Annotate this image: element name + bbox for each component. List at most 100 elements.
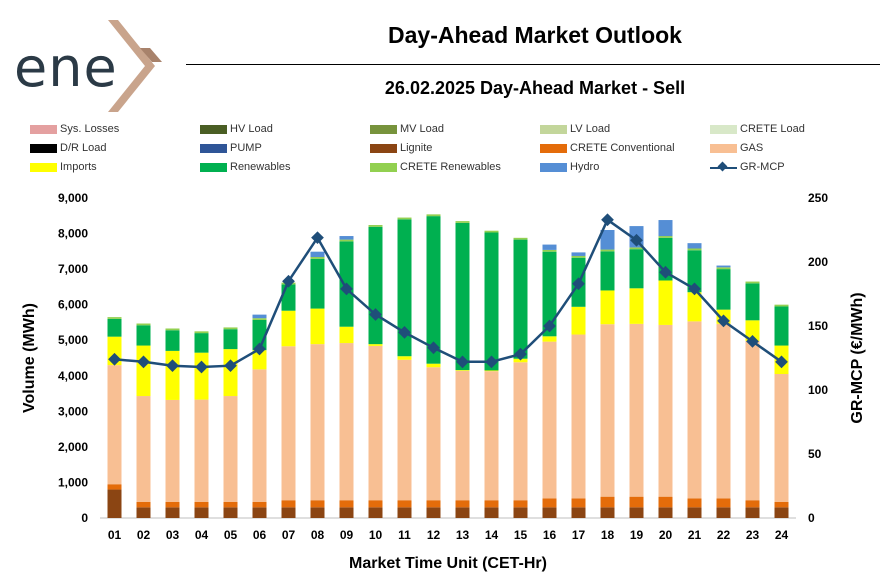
x-tick-label: 10 — [369, 528, 383, 542]
bar-segment — [223, 507, 238, 518]
bar-segment — [136, 323, 151, 326]
bar-segment — [165, 328, 180, 331]
x-tick-label: 13 — [456, 528, 470, 542]
x-tick-label: 22 — [717, 528, 731, 542]
bar-segment — [774, 502, 789, 508]
x-tick-label: 18 — [601, 528, 615, 542]
bar-segment — [310, 344, 325, 501]
bar-segment — [368, 500, 383, 508]
bar-segment — [194, 507, 209, 518]
mcp-point — [456, 355, 469, 369]
legend-label: Renewables — [230, 161, 291, 173]
legend-swatch — [710, 125, 737, 134]
y-tick-label: 8,000 — [58, 227, 88, 241]
page-subtitle: 26.02.2025 Day-Ahead Market - Sell — [384, 78, 686, 98]
bar-segment — [455, 222, 470, 371]
bar-segment — [571, 498, 586, 508]
logo-wordmark: ene — [14, 36, 118, 99]
legend-swatch — [540, 125, 567, 134]
bar-segment — [484, 500, 499, 508]
bar-segment — [513, 500, 528, 508]
bar-segment — [165, 330, 180, 351]
bar-segment — [716, 498, 731, 508]
header-divider — [186, 64, 880, 65]
bar-segment — [774, 507, 789, 518]
chart-legend: Sys. Losses HV Load MV Load LV Load CRETE Lo… — [30, 122, 880, 178]
legend-swatch — [370, 125, 397, 134]
legend-label: MV Load — [400, 123, 445, 135]
bar-segment — [774, 306, 789, 346]
x-tick-label: 20 — [659, 528, 673, 542]
bar-segment — [223, 396, 238, 502]
mcp-point — [369, 308, 382, 321]
bar-segment — [252, 502, 267, 508]
legend-swatch — [370, 144, 397, 153]
bar-segment — [687, 248, 702, 251]
legend-label: D/R Load — [60, 142, 107, 154]
bar-segment — [687, 507, 702, 518]
x-tick-label: 09 — [340, 528, 354, 542]
x-tick-label: 19 — [630, 528, 644, 542]
bar-segment — [571, 334, 586, 499]
legend-swatch — [710, 144, 737, 153]
y2-tick-label: 250 — [808, 191, 828, 205]
bar-segment — [687, 243, 702, 249]
bar-segment — [252, 318, 267, 320]
bar-segment — [455, 370, 470, 501]
y-axis-title: Volume (MWh) — [21, 303, 38, 413]
bar-segment — [600, 290, 615, 325]
y-tick-label: 3,000 — [58, 404, 88, 418]
mcp-point — [195, 360, 208, 374]
bar-segment — [426, 216, 441, 364]
bar-segment — [310, 251, 325, 258]
bar-segment — [281, 310, 296, 347]
bar-segment — [687, 498, 702, 508]
x-tick-label: 05 — [224, 528, 238, 542]
bar-segment — [542, 249, 557, 252]
y2-tick-label: 0 — [808, 511, 815, 525]
x-tick-label: 21 — [688, 528, 702, 542]
y-tick-label: 0 — [81, 511, 88, 525]
bar-segment — [716, 507, 731, 518]
bar-segment — [513, 237, 528, 240]
legend-label: LV Load — [570, 123, 611, 135]
bar-segment — [281, 507, 296, 518]
y-tick-label: 1,000 — [58, 475, 88, 489]
bar-segment — [310, 500, 325, 508]
bar-segment — [107, 484, 122, 490]
bar-segment — [368, 226, 383, 345]
x-tick-label: 16 — [543, 528, 557, 542]
bar-segment — [745, 500, 760, 508]
legend-swatch — [370, 163, 397, 172]
bar-segment — [455, 507, 470, 518]
bar-segment — [223, 327, 238, 330]
bar-segment — [542, 251, 557, 337]
bar-segment — [223, 502, 238, 508]
bar-segment — [252, 507, 267, 518]
bar-segment — [397, 217, 412, 220]
bar-segment — [687, 292, 702, 322]
bar-segment — [339, 343, 354, 501]
bar-segment — [339, 326, 354, 344]
y-tick-label: 6,000 — [58, 298, 88, 312]
y-tick-label: 7,000 — [58, 262, 88, 276]
bar-segment — [194, 333, 209, 353]
bar-segment — [484, 230, 499, 233]
legend-swatch — [200, 144, 227, 153]
mcp-point — [282, 274, 295, 288]
x-tick-label: 03 — [166, 528, 180, 542]
y2-axis-title: GR-MCP (€/MWh) — [849, 292, 866, 423]
legend-label: Hydro — [570, 161, 600, 173]
mcp-point — [224, 359, 237, 373]
bar-segment — [426, 507, 441, 518]
mcp-point — [311, 231, 324, 245]
bar-segment — [339, 236, 354, 240]
bar-segment — [658, 236, 673, 238]
bar-segment — [658, 324, 673, 497]
y2-tick-label: 50 — [808, 447, 822, 461]
bar-segment — [397, 219, 412, 357]
x-tick-label: 08 — [311, 528, 325, 542]
bar-segment — [194, 352, 209, 400]
legend-label: Imports — [60, 161, 97, 173]
